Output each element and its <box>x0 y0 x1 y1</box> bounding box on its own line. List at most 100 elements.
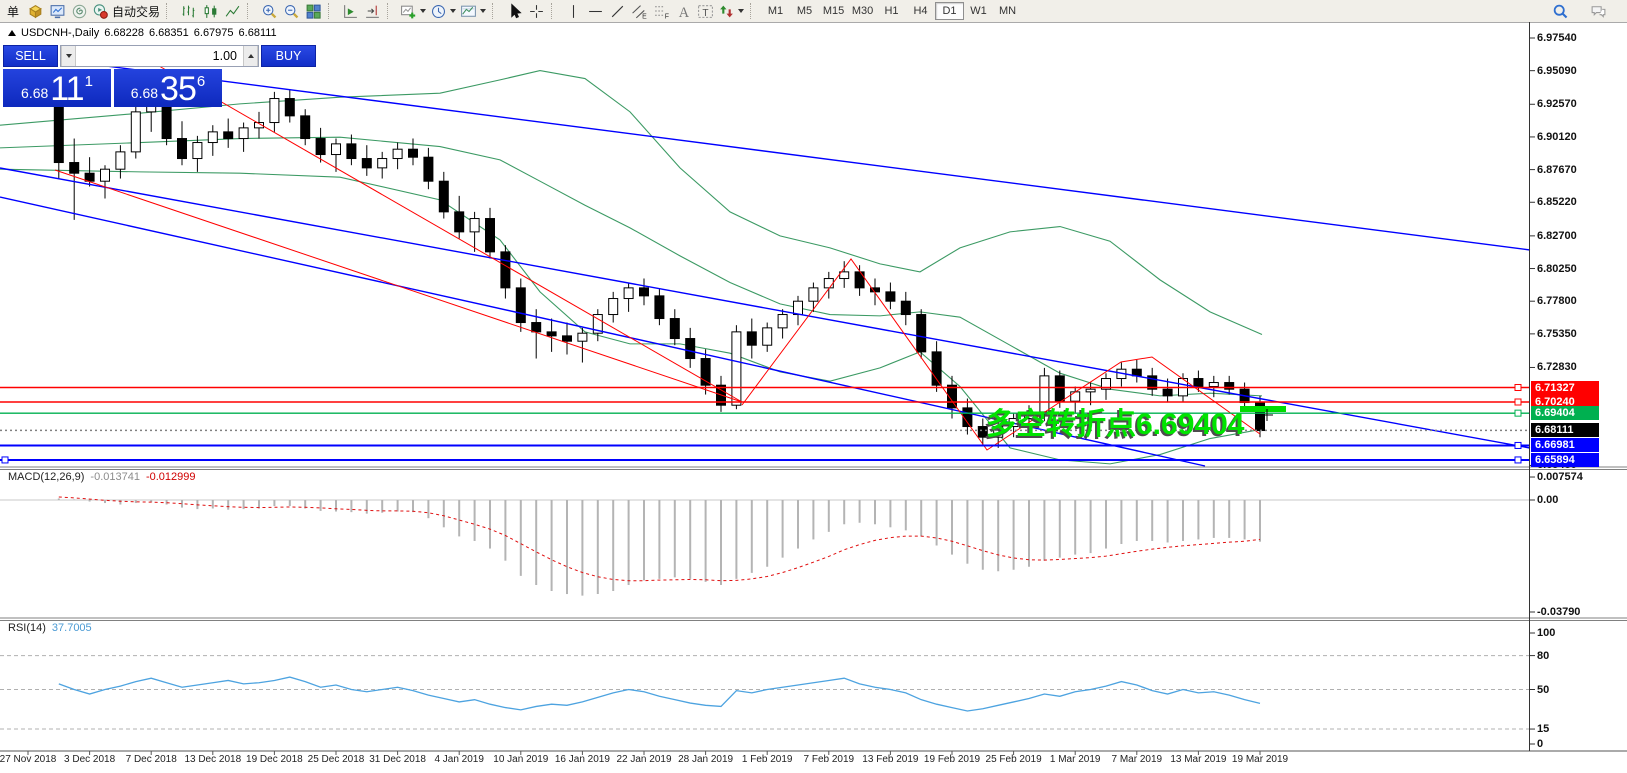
timeframe-h4-button[interactable]: H4 <box>906 2 935 20</box>
buy-button[interactable]: BUY <box>261 45 316 67</box>
price-tick: 6.90120 <box>1537 130 1577 143</box>
templates-icon[interactable] <box>458 1 488 21</box>
volume-input[interactable] <box>76 46 243 66</box>
sell-price-big: 11 <box>50 70 84 108</box>
macd-axis-tick: 0.007574 <box>1537 471 1583 484</box>
rsi-axis-tick: 80 <box>1537 649 1550 662</box>
date-label: 13 Feb 2019 <box>862 754 919 765</box>
cursor-icon[interactable] <box>503 1 525 21</box>
date-label: 28 Jan 2019 <box>678 754 734 765</box>
price-tick: 6.75350 <box>1537 327 1577 340</box>
date-label: 1 Feb 2019 <box>741 754 793 765</box>
gold-cube-icon[interactable] <box>24 1 46 21</box>
zoom-in-icon[interactable] <box>258 1 280 21</box>
timeframe-m1-button[interactable]: M1 <box>761 2 790 20</box>
price-tick: 6.72830 <box>1537 361 1577 374</box>
time-scale[interactable]: 27 Nov 2018 3 Dec 2018 7 Dec 2018 13 Dec 20… <box>0 753 1530 773</box>
ohlc-low: 6.67975 <box>193 27 234 39</box>
macd-pane-label: MACD(12,26,9) -0.013741 -0.012999 <box>8 471 196 483</box>
ohlc-close: 6.68111 <box>238 27 277 39</box>
toolbar-separator <box>492 3 499 19</box>
autotrading-icon <box>93 3 108 19</box>
auto-scroll-icon <box>343 4 357 18</box>
fibonacci-icon[interactable]: F <box>650 1 672 21</box>
arrows-icon[interactable] <box>716 1 746 21</box>
tile-windows-icon[interactable] <box>302 1 324 21</box>
price-tick: 6.97540 <box>1537 32 1577 44</box>
macd-axis-tick: 0.00 <box>1537 494 1559 506</box>
chart-title: USDCNH-,Daily 6.68228 6.68351 6.67975 6.6811… <box>8 27 282 39</box>
new-order-button-label: 单 <box>6 4 19 19</box>
price-level-label: 6.68111 <box>1531 423 1599 438</box>
date-label: 4 Jan 2019 <box>434 754 484 765</box>
rsi-axis-tick: 15 <box>1537 723 1550 736</box>
text-label-icon[interactable]: T <box>694 1 716 21</box>
timeframe-w1-button[interactable]: W1 <box>964 2 993 20</box>
crosshair-icon[interactable] <box>525 1 547 21</box>
market-watch-icon <box>50 4 64 18</box>
zoom-out-icon[interactable] <box>280 1 302 21</box>
trendline-icon[interactable] <box>606 1 628 21</box>
volume-increase-button[interactable] <box>243 46 258 66</box>
price-level-label: 6.70240 <box>1531 395 1599 409</box>
cursor-icon <box>510 2 522 18</box>
text-label-icon: T <box>697 4 713 18</box>
date-label: 7 Dec 2018 <box>125 754 177 765</box>
navigator-icon[interactable] <box>68 1 90 21</box>
new-order-button[interactable]: 单 <box>2 1 24 21</box>
autotrading-button[interactable]: 自动交易 <box>90 1 162 21</box>
price-level-label: 6.69404 <box>1531 406 1599 421</box>
chat-icon <box>1591 5 1605 18</box>
vertical-line-icon[interactable] <box>562 1 584 21</box>
timeframe-d1-button[interactable]: D1 <box>935 2 965 20</box>
timeframe-m15-button[interactable]: M15 <box>819 2 848 20</box>
trendline-icon <box>611 5 623 17</box>
search-button[interactable] <box>1549 1 1571 21</box>
buy-price-pip: 6 <box>196 73 206 90</box>
date-label: 22 Jan 2019 <box>616 754 672 765</box>
timeframe-m5-button[interactable]: M5 <box>790 2 819 20</box>
chat-button[interactable] <box>1587 1 1609 21</box>
auto-scroll-icon[interactable] <box>339 1 361 21</box>
bar-chart-icon[interactable] <box>177 1 199 21</box>
horizontal-line-icon <box>588 10 602 12</box>
text-icon: A <box>678 4 689 19</box>
sell-button[interactable]: SELL <box>3 45 58 67</box>
date-label: 16 Jan 2019 <box>554 754 610 765</box>
spin-up-icon <box>247 54 254 58</box>
toolbar-separator <box>551 3 558 19</box>
dropdown-caret-icon <box>738 9 745 13</box>
price-scale[interactable]: 6.97540 6.95090 6.92570 6.90120 6.87670 6.852… <box>1530 0 1627 773</box>
price-level-label: 6.66981 <box>1531 438 1599 453</box>
chart-shift-icon[interactable] <box>361 1 383 21</box>
buy-price-prefix: 6.68 <box>130 85 159 101</box>
dropdown-caret-icon <box>450 9 457 13</box>
price-tick: 6.77800 <box>1537 295 1577 308</box>
text-icon[interactable]: A <box>672 1 694 21</box>
dropdown-caret-icon <box>480 9 487 13</box>
candlestick-chart-icon[interactable] <box>199 1 221 21</box>
collapse-panel-icon[interactable] <box>8 30 16 36</box>
buy-price-display: 6.68 35 6 <box>114 69 222 107</box>
annotation-text[interactable]: 多空转折点6.69404 <box>986 408 1245 441</box>
macd-main-value: -0.013741 <box>90 471 140 483</box>
date-label: 19 Feb 2019 <box>923 754 981 765</box>
toolbar-separator <box>750 3 757 19</box>
timeframe-mn-button[interactable]: MN <box>993 2 1022 20</box>
line-chart-icon[interactable] <box>221 1 243 21</box>
date-label: 10 Jan 2019 <box>493 754 549 765</box>
market-watch-icon[interactable] <box>46 1 68 21</box>
date-label: 7 Feb 2019 <box>803 754 855 765</box>
svg-text:T: T <box>702 7 708 18</box>
channel-icon[interactable]: E <box>628 1 650 21</box>
new-chart-icon[interactable] <box>398 1 428 21</box>
profiles-icon[interactable] <box>428 1 458 21</box>
timeframe-h1-button[interactable]: H1 <box>877 2 906 20</box>
timeframe-m30-button[interactable]: M30 <box>848 2 877 20</box>
macd-signal-value: -0.012999 <box>145 471 196 483</box>
horizontal-line-icon[interactable] <box>584 1 606 21</box>
volume-decrease-button[interactable] <box>61 46 76 66</box>
ohlc-open: 6.68228 <box>104 27 144 39</box>
date-label: 19 Dec 2018 <box>246 754 303 765</box>
